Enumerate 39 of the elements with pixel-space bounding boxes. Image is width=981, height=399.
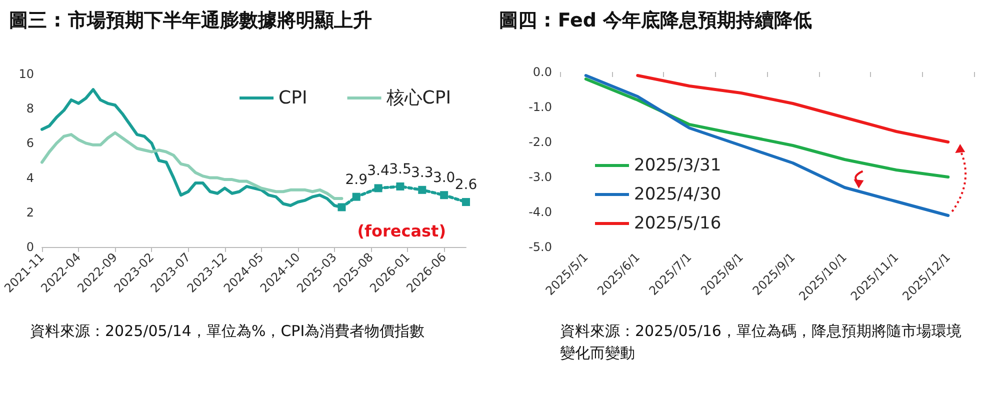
- y-tick-label: -3.0: [528, 170, 552, 184]
- point: [440, 191, 448, 200]
- y-tick-label: 0.0: [532, 65, 552, 79]
- legend-label: 2025/4/30: [634, 184, 722, 204]
- point: [352, 192, 360, 201]
- legend-label: 2025/5/16: [634, 214, 722, 234]
- y-tick-label: 4: [26, 170, 34, 185]
- y-tick-label: -4.0: [528, 205, 552, 219]
- legend-label: 核心CPI: [385, 88, 452, 108]
- chart-title: 圖四 : Fed 今年底降息預期持續降低: [499, 10, 812, 32]
- data-label: 2.9: [345, 172, 368, 188]
- line-series: [40, 131, 344, 200]
- source-note: 資料來源：2025/05/14，單位為%，CPI為消費者物價指數: [30, 322, 425, 340]
- point: [396, 182, 404, 190]
- legend-label: 2025/3/31: [634, 156, 722, 176]
- y-tick-label: 10: [18, 67, 34, 81]
- y-tick-label: 0: [26, 240, 34, 254]
- line-series: [584, 74, 950, 217]
- annotation: (forecast): [357, 222, 446, 240]
- data-label: 3.0: [432, 170, 456, 186]
- data-label: 3.4: [367, 163, 390, 180]
- data-label: 2.6: [454, 177, 478, 194]
- y-tick-label: -1.0: [528, 100, 552, 114]
- y-tick-label: 2: [26, 205, 34, 220]
- y-tick-label: -5.0: [528, 240, 552, 254]
- data-label: 3.5: [389, 161, 412, 178]
- y-tick-label: 8: [26, 102, 34, 116]
- line-series: [584, 78, 950, 178]
- data-label: 3.3: [411, 164, 434, 181]
- legend-label: CPI: [278, 88, 308, 108]
- point: [338, 203, 346, 212]
- y-tick-label: -2.0: [528, 135, 552, 149]
- point: [374, 184, 382, 192]
- chart-title: 圖三 : 市場預期下半年通膨數據將明顯上升: [9, 10, 372, 32]
- y-tick-label: 6: [26, 136, 34, 150]
- point: [418, 186, 426, 194]
- source-note: 資料來源：2025/05/16，單位為碼，降息預期將隨市場環境變化而變動: [560, 322, 962, 362]
- point: [462, 198, 470, 206]
- line-series: [636, 74, 950, 144]
